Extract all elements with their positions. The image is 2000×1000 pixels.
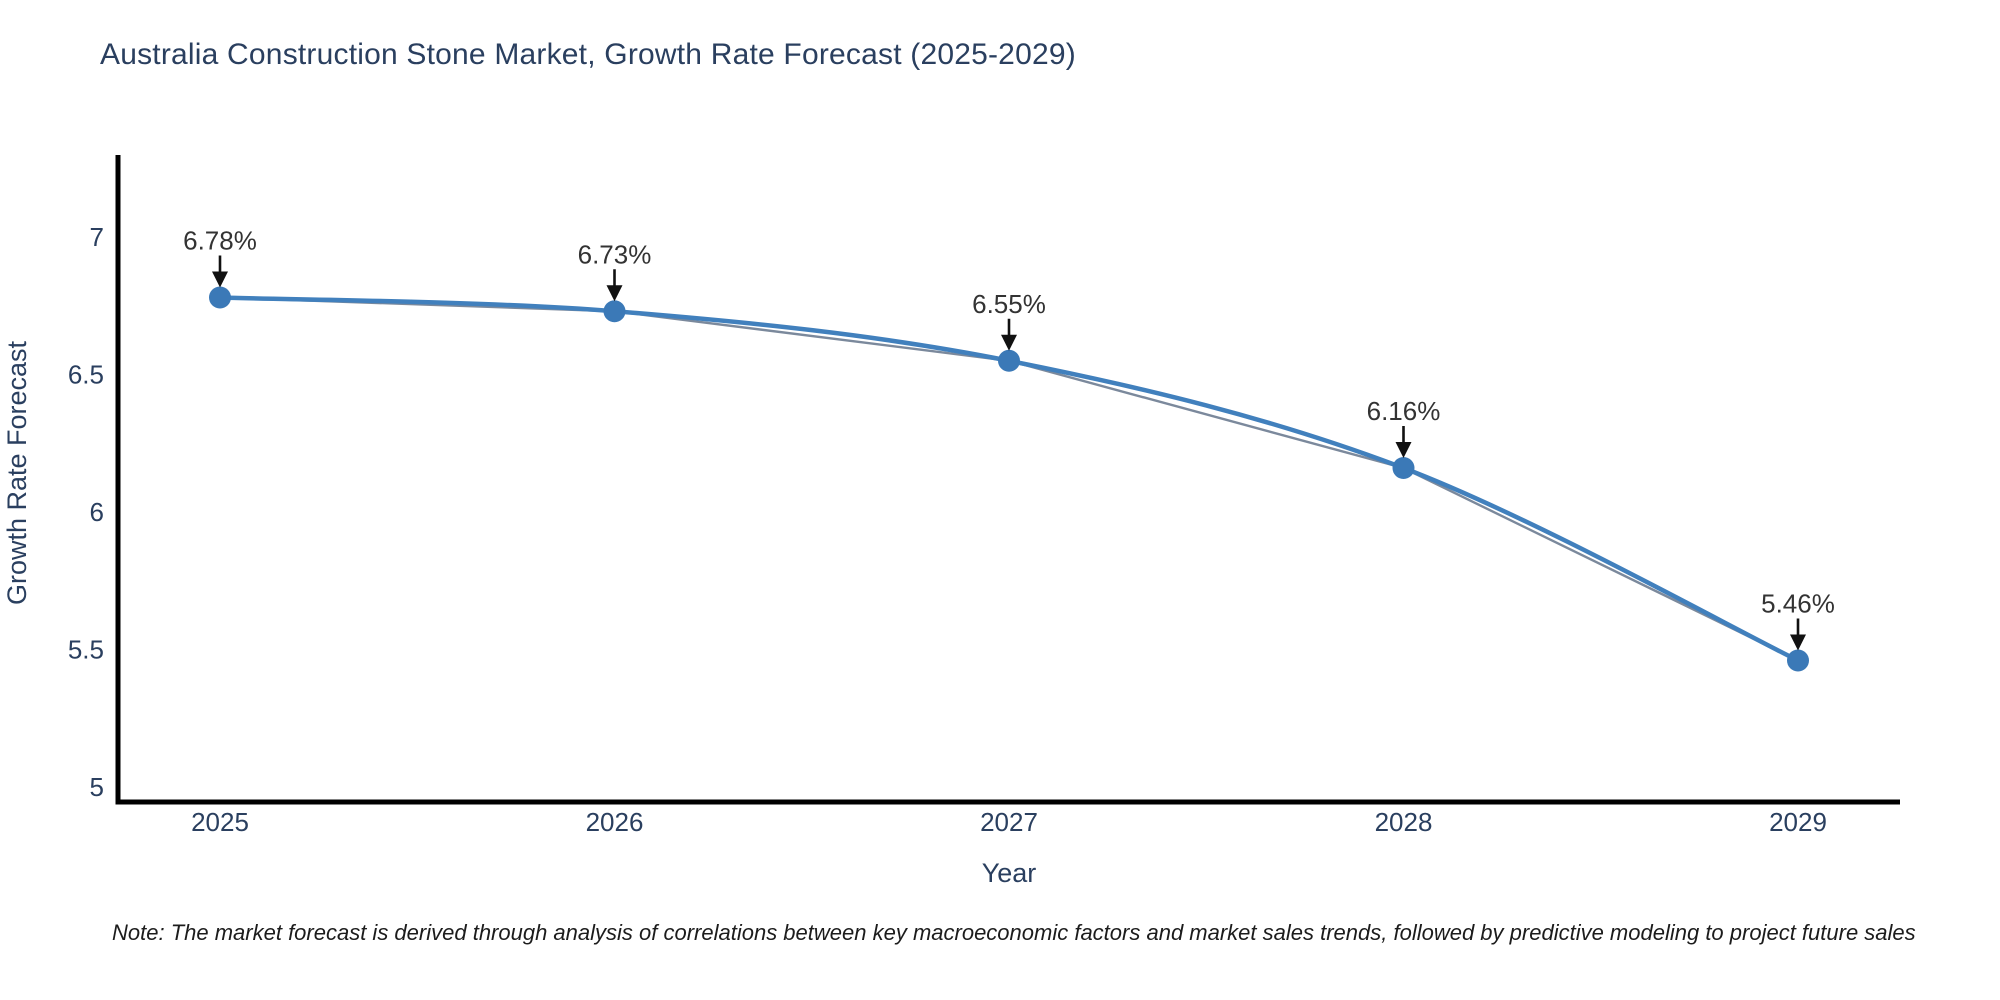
annotation-arrowhead-icon [1790,634,1806,651]
x-tick-label: 2026 [586,807,644,837]
y-tick-label: 5.5 [68,635,104,665]
data-point-marker-2025[interactable] [209,286,231,309]
chart-title: Australia Construction Stone Market, Gro… [100,38,1076,71]
annotation-arrowhead-icon [1395,442,1412,458]
point-value-label: 6.16% [1367,396,1441,426]
point-value-label: 6.73% [578,239,652,269]
point-value-label: 6.78% [183,226,257,256]
x-axis-title: Year [982,858,1037,888]
x-tick-label: 2025 [191,807,249,837]
y-axis-title: Growth Rate Forecast [2,340,32,605]
footnote: Note: The market forecast is derived thr… [112,920,1916,945]
y-tick-label: 6.5 [68,360,104,390]
x-tick-label: 2027 [980,807,1038,837]
annotation-arrowhead-icon [606,285,623,302]
x-tick-label: 2028 [1375,807,1433,837]
annotation-arrowhead-icon [1001,334,1017,351]
x-tick-label: 2029 [1769,807,1827,837]
y-tick-label: 6 [90,497,104,527]
y-tick-label: 7 [90,222,104,252]
point-value-label: 5.46% [1761,589,1835,619]
data-point-marker-2026[interactable] [603,300,626,323]
data-point-marker-2029[interactable] [1787,649,1809,672]
y-tick-label: 5 [90,772,104,802]
data-point-marker-2027[interactable] [998,349,1020,372]
point-value-label: 6.55% [972,289,1046,319]
data-point-marker-2028[interactable] [1392,457,1415,479]
annotation-arrowhead-icon [212,271,228,288]
